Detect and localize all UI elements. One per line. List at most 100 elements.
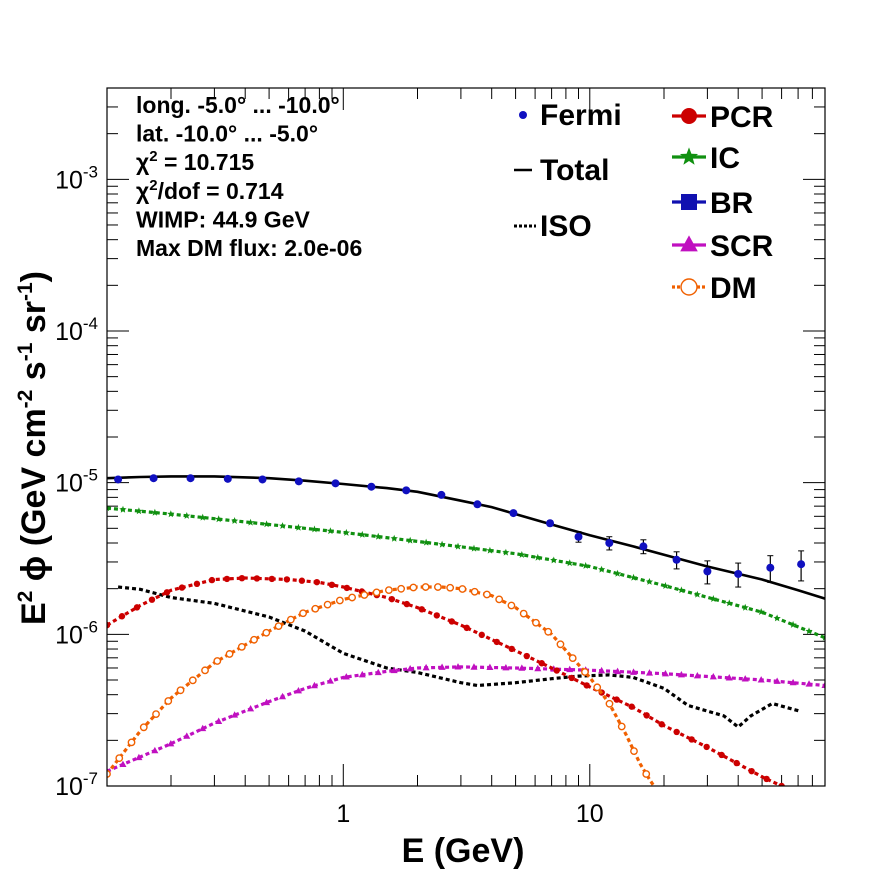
dm-marker <box>176 686 185 695</box>
dm-marker <box>237 642 246 651</box>
dm-marker <box>409 583 418 592</box>
scr-marker <box>470 663 478 670</box>
legend-item-total: Total <box>514 154 609 187</box>
fermi-point <box>703 567 712 576</box>
series-iso <box>117 585 802 730</box>
fermi-point <box>546 519 555 528</box>
dm-marker <box>483 590 491 599</box>
ic-marker <box>805 627 813 635</box>
dm-marker <box>274 622 283 631</box>
fermi-point <box>149 474 158 483</box>
info-lat-part: lat. -10.0° ... -5.0° <box>136 121 318 147</box>
y-tick-label: 10-5 <box>55 466 98 498</box>
y-tick-label: 10-6 <box>55 617 98 649</box>
ic-marker <box>246 518 255 526</box>
ic-marker <box>422 538 430 546</box>
dm-marker <box>139 723 148 732</box>
dm-marker <box>188 676 197 685</box>
legend-item-scr: SCR <box>672 230 774 263</box>
info-chi2-part: 2 <box>149 148 157 165</box>
pcr-marker <box>523 652 530 660</box>
dm-marker <box>152 710 160 719</box>
scr-marker <box>725 674 733 681</box>
fermi-point <box>402 486 411 495</box>
scr-marker <box>231 711 239 718</box>
scr-marker <box>390 666 398 674</box>
scr-marker <box>135 753 143 761</box>
dm-marker <box>544 627 553 636</box>
fermi-point <box>114 475 123 484</box>
dm-marker <box>421 583 430 591</box>
scr-marker <box>630 668 638 675</box>
dm-marker <box>201 666 209 675</box>
pcr-marker <box>193 580 201 588</box>
scr-marker <box>598 666 606 674</box>
fermi-point <box>605 539 614 548</box>
pcr-marker <box>718 751 725 759</box>
legend-marker <box>680 278 698 296</box>
pcr-marker <box>388 595 396 603</box>
pcr-marker <box>763 775 770 783</box>
ic-marker <box>278 522 287 529</box>
iso-line <box>117 585 802 730</box>
pcr-marker <box>238 574 246 582</box>
pcr-marker <box>463 624 470 632</box>
pcr-marker <box>733 759 740 767</box>
y-tick-label-base: 10 <box>55 470 83 498</box>
fermi-point <box>367 482 376 491</box>
ic-marker <box>821 633 825 641</box>
dm-marker <box>642 770 651 778</box>
ic-marker <box>107 504 111 512</box>
dm-marker <box>556 640 565 649</box>
dm-marker <box>262 628 271 637</box>
legend-marker <box>681 194 697 210</box>
scr-marker <box>805 680 813 687</box>
info-maxdm: Max DM flux: 2.0e-06 <box>136 235 362 261</box>
pcr-marker <box>107 621 111 629</box>
dm-marker <box>507 601 516 610</box>
pcr-marker <box>673 728 680 736</box>
ic-marker <box>390 534 398 542</box>
ic-marker <box>151 508 159 516</box>
scr-marker <box>278 692 287 700</box>
ic-marker <box>693 590 701 598</box>
pcr-marker <box>313 578 321 586</box>
ic-marker <box>406 536 414 544</box>
x-tick-label: 1 <box>336 800 350 828</box>
ic-marker <box>294 523 303 531</box>
pcr-marker <box>508 645 515 653</box>
y-axis-title: E2 ϕ (GeV cm-2 s-1 sr-1) <box>14 271 53 625</box>
legend-marker <box>679 147 699 165</box>
dm-marker <box>617 722 626 731</box>
dm-marker <box>458 585 467 593</box>
scr-marker <box>741 675 749 682</box>
ic-marker <box>582 562 590 569</box>
ic-marker <box>135 507 143 515</box>
legend-fermi-point <box>519 111 527 119</box>
ic-marker <box>566 559 574 567</box>
ic-marker <box>598 565 606 573</box>
dm-marker <box>225 650 234 658</box>
ic-marker <box>677 586 686 594</box>
scr-marker <box>454 663 462 670</box>
pcr-marker <box>223 575 231 583</box>
ic-marker <box>231 517 239 524</box>
pcr-marker <box>478 631 485 639</box>
ic-marker <box>645 577 654 585</box>
ic-marker <box>310 525 319 533</box>
dm-marker <box>605 699 614 708</box>
dm-marker <box>335 596 344 605</box>
dm-marker <box>446 583 455 592</box>
fermi-point <box>223 474 232 483</box>
scr-marker <box>661 669 669 677</box>
info-long: long. -5.0° ... -10.0° <box>136 92 340 118</box>
ic-marker <box>550 556 558 564</box>
series-scr <box>107 663 825 774</box>
scr-marker <box>183 732 191 739</box>
ic-marker <box>661 582 670 589</box>
fermi-point <box>186 474 195 483</box>
pcr-marker <box>688 736 695 743</box>
dm-marker <box>470 587 479 596</box>
pcr-marker <box>418 606 426 613</box>
